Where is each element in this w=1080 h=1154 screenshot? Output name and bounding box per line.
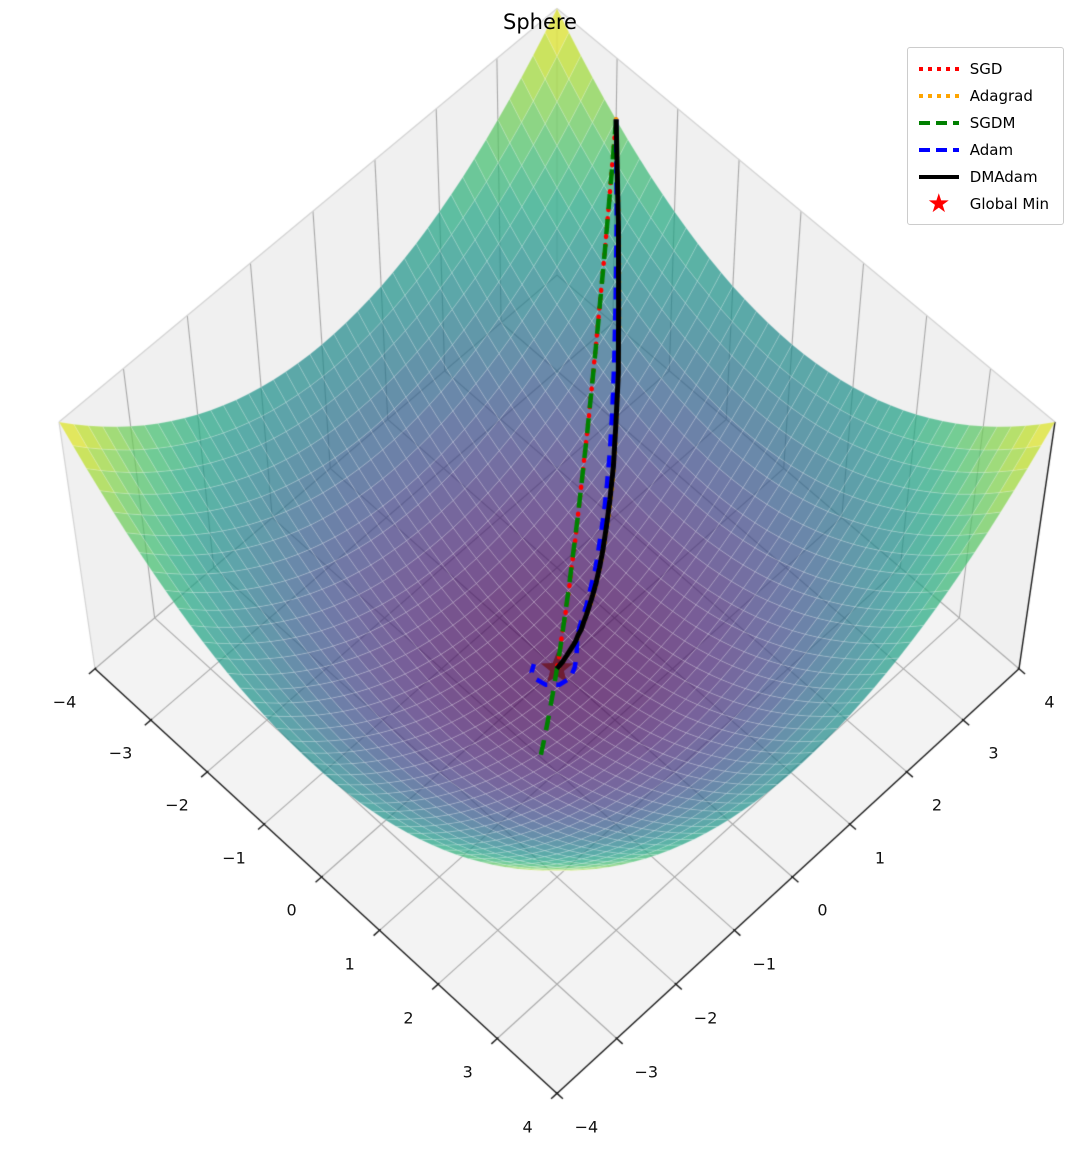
legend-item-adam: Adam [918, 136, 1049, 163]
star-icon: ★ [918, 188, 960, 219]
legend-item-sgd: SGD [918, 55, 1049, 82]
x-axis-tick-label: −2 [165, 795, 189, 815]
legend-label: SGDM [969, 113, 1016, 132]
legend-item-sgdm: SGDM [918, 109, 1049, 136]
y-axis-tick-label: −3 [634, 1062, 659, 1082]
x-axis-tick-label: 4 [522, 1117, 533, 1137]
legend-label: SGD [969, 59, 1003, 78]
y-axis-tick-label: 0 [817, 900, 828, 920]
x-axis-tick-label: 2 [403, 1008, 414, 1028]
y-axis-tick-label: 1 [874, 848, 886, 868]
legend-label: Adagrad [969, 86, 1033, 105]
legend: SGD Adagrad SGDM Adam DMAdam ★ Global Min [906, 47, 1064, 225]
legend-line-sample-icon [918, 114, 960, 132]
x-axis-tick-label: 3 [462, 1062, 473, 1082]
legend-item-dmadam: DMAdam [918, 163, 1049, 190]
y-axis-tick-label: 4 [1044, 692, 1055, 712]
legend-line-sample-icon [918, 168, 960, 186]
x-axis-tick-label: −3 [108, 743, 133, 763]
y-axis-tick-label: −4 [574, 1117, 599, 1137]
star-icon: ★ [927, 188, 951, 219]
y-axis-tick-label: 3 [988, 743, 999, 763]
y-axis-tick-label: −2 [693, 1008, 718, 1028]
x-axis-tick-label: −4 [52, 692, 77, 712]
legend-line-sample-icon [918, 60, 960, 78]
legend-line-sample-icon [918, 87, 960, 105]
legend-label: Adam [969, 140, 1014, 159]
legend-label: Global Min [969, 194, 1049, 213]
legend-line-sample-icon [918, 141, 960, 159]
y-axis-tick-label: 2 [931, 795, 943, 815]
x-axis-tick-label: −1 [222, 848, 246, 868]
legend-item-adagrad: Adagrad [918, 82, 1049, 109]
plot-title: Sphere [503, 10, 577, 34]
y-axis-tick-label: −1 [752, 954, 777, 974]
legend-label: DMAdam [969, 167, 1038, 186]
legend-item-global-min: ★ Global Min [918, 190, 1049, 217]
x-axis-tick-label: 1 [344, 954, 355, 974]
x-axis-tick-label: 0 [286, 900, 297, 920]
